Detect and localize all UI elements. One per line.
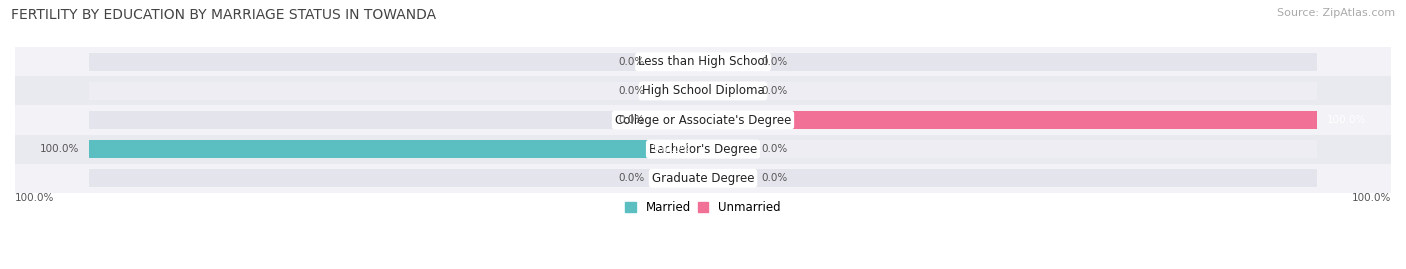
Text: College or Associate's Degree: College or Associate's Degree	[614, 114, 792, 126]
Text: Bachelor's Degree: Bachelor's Degree	[650, 143, 756, 156]
Bar	[703, 53, 1317, 71]
Bar	[15, 134, 1391, 164]
Text: 100.0%: 100.0%	[1351, 193, 1391, 203]
Text: 100.0%: 100.0%	[1326, 115, 1365, 125]
Text: Less than High School: Less than High School	[638, 55, 768, 68]
Text: 100.0%: 100.0%	[15, 193, 55, 203]
Text: 0.0%: 0.0%	[619, 173, 644, 183]
Bar	[654, 169, 703, 187]
Bar	[15, 105, 1391, 134]
Bar	[654, 53, 703, 71]
Bar	[15, 164, 1391, 193]
Bar	[703, 82, 1317, 100]
Bar	[89, 140, 703, 158]
Bar	[703, 82, 752, 100]
Bar	[89, 140, 703, 158]
Text: 0.0%: 0.0%	[762, 173, 787, 183]
Bar	[89, 53, 703, 71]
Bar	[703, 53, 752, 71]
Bar	[703, 140, 752, 158]
Text: 0.0%: 0.0%	[619, 86, 644, 96]
Bar	[654, 111, 703, 129]
Text: 0.0%: 0.0%	[762, 57, 787, 67]
Bar	[89, 82, 703, 100]
Text: 100.0%: 100.0%	[41, 144, 80, 154]
Bar	[703, 169, 752, 187]
Bar	[654, 82, 703, 100]
Text: 0.0%: 0.0%	[762, 86, 787, 96]
Bar	[15, 76, 1391, 105]
Text: Graduate Degree: Graduate Degree	[652, 172, 754, 185]
Text: 100.0%: 100.0%	[651, 144, 690, 154]
Bar	[89, 111, 703, 129]
Text: 0.0%: 0.0%	[619, 57, 644, 67]
Bar	[15, 47, 1391, 76]
Text: FERTILITY BY EDUCATION BY MARRIAGE STATUS IN TOWANDA: FERTILITY BY EDUCATION BY MARRIAGE STATU…	[11, 8, 436, 22]
Bar	[703, 111, 1317, 129]
Bar	[703, 140, 1317, 158]
Text: 0.0%: 0.0%	[762, 144, 787, 154]
Bar	[89, 169, 703, 187]
Text: High School Diploma: High School Diploma	[641, 84, 765, 97]
Bar	[703, 169, 1317, 187]
Bar	[703, 111, 1317, 129]
Text: 0.0%: 0.0%	[619, 115, 644, 125]
Text: Source: ZipAtlas.com: Source: ZipAtlas.com	[1277, 8, 1395, 18]
Legend: Married, Unmarried: Married, Unmarried	[620, 196, 786, 219]
